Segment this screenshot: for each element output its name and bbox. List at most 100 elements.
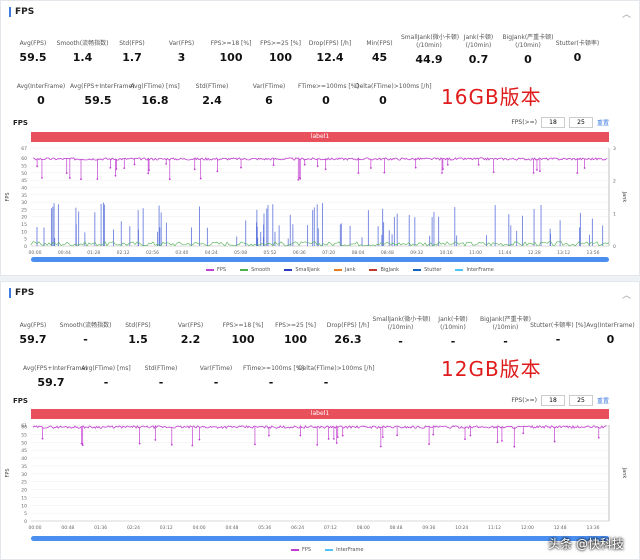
- fps-dip-point: [369, 167, 372, 169]
- fps-max-input[interactable]: [568, 395, 593, 406]
- metric-value: 59.5: [19, 51, 47, 64]
- fps-min-input[interactable]: [540, 395, 565, 406]
- chart-legend: FPS Smooth SmallJank Jank BigJank Stutter Inte…: [206, 267, 494, 273]
- metric-row1-0: Avg(FPS) 59.5: [5, 34, 61, 64]
- time-scrollbar[interactable]: [31, 536, 609, 541]
- legend-label: Jank: [344, 267, 356, 273]
- y-tick-label: 0: [24, 244, 27, 250]
- fps-dip-point: [428, 443, 430, 446]
- metric-label: Avg(FPS+InterFrame): [23, 365, 88, 372]
- fps-min-input[interactable]: [540, 117, 565, 128]
- reset-link[interactable]: 重置: [596, 120, 609, 127]
- x-tick-label: 06:24: [291, 525, 304, 531]
- fps-dip-point: [254, 443, 256, 446]
- fps-line: [32, 425, 607, 430]
- x-tick-label: 04:48: [225, 525, 238, 531]
- fps-dip-point: [191, 444, 194, 447]
- x-tick-label: 07:12: [324, 525, 337, 531]
- fps-dip-point: [414, 166, 417, 169]
- metric-row1-9: Jank(卡顿) (/10min) 0.7: [451, 34, 507, 66]
- fps-dip-point: [68, 177, 71, 179]
- metric-label: SmallJank(微小卡顿) (/10min): [372, 316, 431, 331]
- fps-max-input[interactable]: [568, 117, 593, 128]
- legend-item[interactable]: InterFrame: [325, 547, 363, 553]
- x-tick-label: 10:24: [455, 525, 468, 531]
- metric-row2-2: Avg(FTime) [ms] 16.8: [127, 77, 183, 107]
- y-tick-label: 60: [21, 156, 27, 162]
- metric-row2-3: Std(FTime) 2.4: [184, 77, 240, 107]
- metric-value: 2.2: [180, 333, 201, 346]
- fps-dip-point: [492, 171, 495, 174]
- x-tick-label: 09:32: [410, 250, 423, 256]
- fps-dip-point: [383, 171, 386, 174]
- fps-dip-point: [576, 172, 579, 174]
- y-tick-label: 45: [21, 178, 27, 184]
- fps-dip-point: [496, 441, 499, 444]
- metric-label: Var(FTime): [199, 365, 233, 372]
- y-tick-label: 50: [21, 440, 27, 446]
- legend-item[interactable]: Stutter: [413, 267, 441, 273]
- scrollbar-thumb[interactable]: [31, 257, 609, 262]
- metric-label: Smooth(流畅指数): [56, 40, 109, 47]
- metric-value: -: [398, 335, 403, 348]
- label-bar[interactable]: label1: [31, 132, 609, 142]
- chevron-up-icon[interactable]: ︿: [621, 291, 631, 301]
- legend-item[interactable]: InterFrame: [455, 267, 494, 273]
- reset-link[interactable]: 重置: [596, 398, 609, 405]
- label-bar[interactable]: label1: [31, 409, 609, 419]
- metric-value: -: [103, 376, 109, 389]
- fps-dip-point: [316, 165, 319, 167]
- chevron-up-icon[interactable]: ︿: [621, 10, 631, 20]
- metric-row1-3: Var(FPS) 2.2: [163, 316, 219, 346]
- fps-dip-point: [464, 438, 466, 440]
- legend-label: BigJank: [380, 267, 400, 273]
- metric-value: 59.5: [84, 94, 112, 107]
- metric-label: Std(FPS): [125, 322, 151, 329]
- fps-dip-point: [193, 168, 196, 171]
- fps-dip-point: [432, 433, 435, 436]
- metric-row2-1: Avg(FPS+InterFrame) 59.5: [70, 77, 134, 107]
- legend-label: FPS: [217, 267, 227, 273]
- fps-dip-point: [381, 436, 384, 439]
- x-tick-label: 11:12: [488, 525, 501, 531]
- time-scrollbar[interactable]: [31, 257, 609, 262]
- fps-dip-point: [513, 445, 516, 448]
- legend-item[interactable]: Jank: [333, 267, 356, 273]
- legend-label: InterFrame: [466, 267, 494, 273]
- fps-dip-point: [324, 168, 327, 171]
- fps-line: [32, 157, 607, 161]
- x-tick-label: 08:48: [390, 525, 403, 531]
- metric-row1-4: FPS>=18 [%] 100: [203, 34, 259, 64]
- x-tick-label: 00:00: [29, 250, 42, 256]
- legend-item[interactable]: FPS: [291, 547, 311, 553]
- fps-threshold-control: FPS(>=) 重置: [511, 395, 609, 406]
- legend-item[interactable]: SmallJank: [284, 267, 320, 273]
- x-tick-label: 13:56: [587, 250, 600, 256]
- metric-label: Std(FTime): [195, 83, 229, 90]
- metric-row2-0: Avg(InterFrame) 0: [13, 77, 69, 107]
- fps-dip-point: [316, 444, 319, 446]
- metric-value: 1.5: [128, 333, 148, 346]
- y-tick-label: 25: [21, 207, 27, 213]
- legend-item[interactable]: BigJank: [369, 267, 399, 273]
- fps-dip-point: [147, 172, 150, 175]
- legend-item[interactable]: Smooth: [240, 267, 270, 273]
- x-tick-label: 03:12: [160, 525, 173, 531]
- metric-value: 0: [573, 51, 582, 64]
- metric-label: Var(FTime): [252, 83, 286, 90]
- x-tick-label: 12:48: [554, 525, 567, 531]
- fps-dip-point: [299, 177, 302, 180]
- legend-item[interactable]: FPS: [206, 267, 226, 273]
- metric-row2-5: FTime>=100ms [%] 0: [298, 77, 359, 107]
- metric-row1-2: Std(FPS) 1.7: [104, 34, 160, 64]
- y-tick-label: 40: [21, 456, 27, 462]
- fps-dip-point: [165, 162, 168, 165]
- metric-value: -: [555, 333, 561, 346]
- x-tick-label: 01:36: [94, 525, 107, 531]
- fps-dip-point: [115, 168, 118, 170]
- fps-dip-point: [114, 174, 117, 177]
- scrollbar-thumb[interactable]: [31, 536, 609, 541]
- fps-dip-point: [240, 166, 242, 169]
- fps-dip-point: [272, 164, 275, 166]
- fps-dip-point: [332, 437, 335, 440]
